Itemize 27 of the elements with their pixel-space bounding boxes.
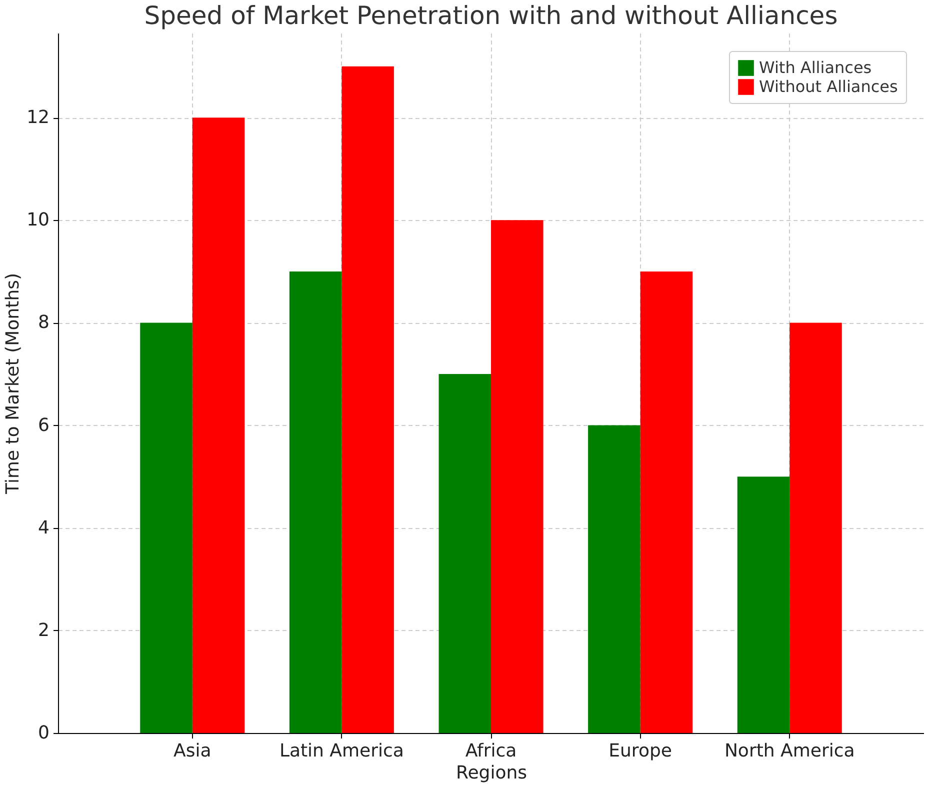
y-tick-label: 2	[38, 620, 50, 641]
bar	[491, 220, 544, 733]
bar	[588, 425, 640, 733]
x-tick-label: North America	[724, 740, 855, 762]
bar	[737, 476, 790, 733]
bar	[192, 118, 245, 733]
bar	[289, 271, 342, 733]
bar	[640, 271, 693, 733]
y-tick-label: 12	[26, 107, 50, 128]
y-tick-label: 8	[38, 312, 50, 334]
y-tick-label: 4	[38, 517, 50, 538]
chart-title: Speed of Market Penetration with and without Alliances	[144, 1, 838, 30]
legend-label: Without Alliances	[759, 77, 898, 96]
y-tick-label: 6	[38, 414, 50, 436]
y-tick-label: 10	[26, 210, 50, 231]
y-axis-title: Time to Market (Months)	[2, 272, 24, 496]
bar	[790, 322, 842, 733]
x-tick-label: Africa	[465, 740, 517, 762]
bar	[140, 322, 192, 733]
x-tick-label: Latin America	[279, 740, 404, 762]
x-tick-label: Asia	[174, 740, 212, 762]
bar	[438, 374, 491, 733]
x-tick-label: Europe	[608, 740, 672, 762]
x-axis-title: Regions	[456, 762, 527, 784]
y-tick-label: 0	[38, 722, 50, 744]
bar	[342, 66, 394, 733]
legend-label: With Alliances	[759, 58, 872, 77]
